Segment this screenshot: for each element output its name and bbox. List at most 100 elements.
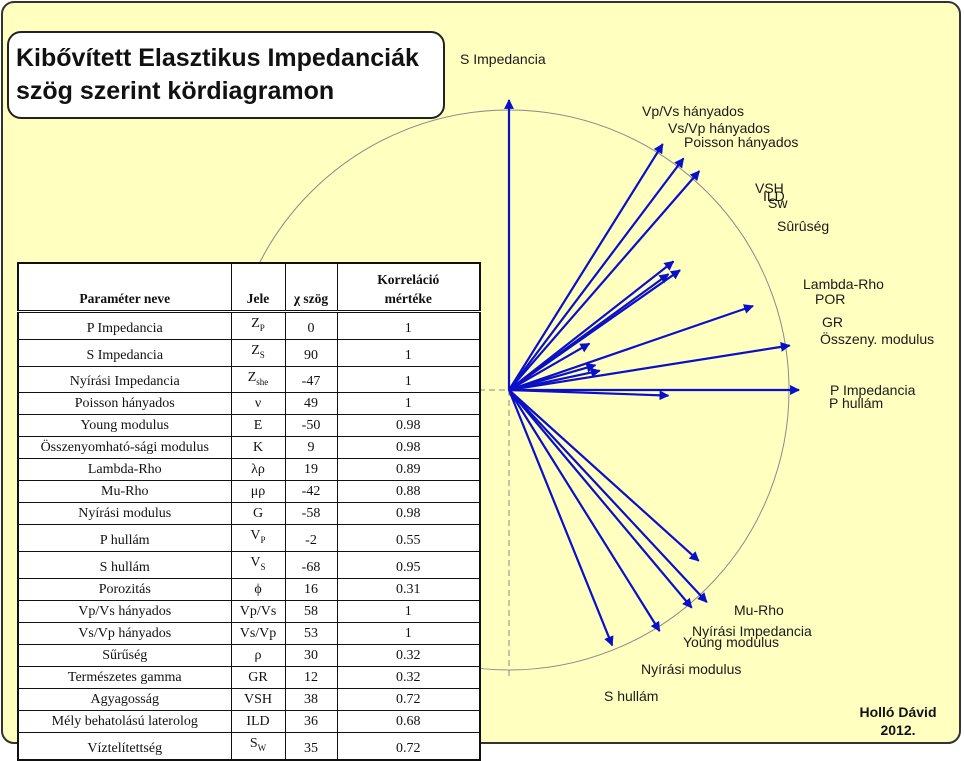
- cell-angle: 0: [284, 311, 338, 340]
- vector-label: Sûrûség: [777, 218, 829, 234]
- title-line-1: Kibővített Elasztikus Impedanciák: [16, 44, 419, 72]
- cell-name: S hullám: [17, 551, 232, 579]
- cell-symbol: λρ: [230, 458, 286, 482]
- vector-arrow: [508, 260, 675, 391]
- table-row: Vs/Vp hányados Vs/Vp 53 1: [17, 621, 481, 645]
- cell-angle: 49: [284, 392, 338, 416]
- vector-label: Sw: [768, 195, 788, 211]
- header-correlation: Korreláció mértéke: [336, 262, 481, 312]
- cell-symbol: ρ: [230, 643, 286, 667]
- table-row: Agyagosság VSH 38 0.72: [17, 687, 481, 711]
- cell-symbol: Vs/Vp: [230, 621, 286, 645]
- cell-correlation: 0.32: [336, 643, 481, 667]
- cell-correlation: 1: [336, 392, 481, 416]
- vector-labels: P Impedancia S Impedancia Nyírási Impedanc…: [460, 51, 934, 704]
- cell-symbol: SW: [230, 731, 286, 761]
- cell-name: Porozitás: [17, 577, 232, 601]
- cell-symbol: K: [230, 436, 286, 460]
- header-angle: χ szög: [284, 262, 338, 312]
- cell-name: Lambda-Rho: [17, 458, 232, 482]
- cell-correlation: 0.98: [336, 436, 481, 460]
- cell-correlation: 0.88: [336, 480, 481, 504]
- cell-angle: 90: [284, 338, 338, 367]
- cell-symbol: E: [230, 414, 286, 438]
- table-row: Nyírási modulus G -58 0.98: [17, 502, 481, 526]
- cell-name: S Impedancia: [17, 338, 232, 367]
- cell-name: Vs/Vp hányados: [17, 621, 232, 645]
- cell-name: Mély behatolású laterolog: [17, 709, 232, 733]
- cell-angle: -68: [284, 551, 338, 579]
- vector-label: VSH: [755, 180, 784, 196]
- vector-arrows: [504, 99, 800, 647]
- header-symbol: Jele: [230, 262, 286, 312]
- cell-name: P hullám: [17, 524, 232, 553]
- cell-symbol: G: [230, 502, 286, 526]
- title-line-2: szög szerint kördiagramon: [16, 77, 335, 105]
- vector-label: Vs/Vp hányados: [668, 120, 770, 136]
- cell-correlation: 0.55: [336, 524, 481, 553]
- vector-label: Young modulus: [683, 634, 779, 650]
- cell-symbol: Zshe: [230, 365, 286, 394]
- vector-arrow: [508, 304, 754, 392]
- author-credit: Holló Dávid 2012.: [840, 703, 956, 739]
- cell-correlation: 0.68: [336, 709, 481, 733]
- vector-label: Poisson hányados: [684, 134, 798, 150]
- table-row: Lambda-Rho λρ 19 0.89: [17, 458, 481, 482]
- vector-arrow: [508, 367, 601, 392]
- cell-symbol: GR: [230, 665, 286, 689]
- cell-angle: 35: [284, 731, 338, 761]
- cell-correlation: 0.98: [336, 414, 481, 438]
- cell-name: Young modulus: [17, 414, 232, 438]
- cell-angle: 53: [284, 621, 338, 645]
- table-row: P Impedancia ZP 0 1: [17, 311, 481, 340]
- cell-correlation: 0.72: [336, 687, 481, 711]
- cell-correlation: 1: [336, 365, 481, 394]
- table-row: Mu-Rho μρ -42 0.88: [17, 480, 481, 504]
- vector-label: Nyírási Impedancia: [692, 623, 812, 639]
- table-row: S Impedancia ZS 90 1: [17, 338, 481, 367]
- vector-label: GR: [822, 314, 843, 330]
- cell-symbol: ν: [230, 392, 286, 416]
- cell-correlation: 1: [336, 338, 481, 367]
- cell-angle: -47: [284, 365, 338, 394]
- cell-angle: 12: [284, 665, 338, 689]
- cell-correlation: 0.32: [336, 665, 481, 689]
- cell-name: Poisson hányados: [17, 392, 232, 416]
- cell-angle: -2: [284, 524, 338, 553]
- cell-angle: 16: [284, 577, 338, 601]
- header-corr-line1: Korreláció: [377, 272, 440, 287]
- vector-arrow: [508, 389, 700, 562]
- vector-arrow: [508, 389, 693, 609]
- vector-label: Lambda-Rho: [803, 276, 884, 292]
- cell-angle: -42: [284, 480, 338, 504]
- table-row: P hullám VP -2 0.55: [17, 524, 481, 553]
- cell-angle: -58: [284, 502, 338, 526]
- title-box: Kibővített Elasztikus Impedanciák szög s…: [7, 31, 445, 119]
- table-row: Nyírási Impedancia Zshe -47 1: [17, 365, 481, 394]
- cell-symbol: VS: [230, 551, 286, 579]
- cell-correlation: 0.72: [336, 731, 481, 761]
- table-row: Mély behatolású laterolog ILD 36 0.68: [17, 709, 481, 733]
- vector-arrow: [508, 269, 681, 391]
- table-row: S hullám VS -68 0.95: [17, 551, 481, 579]
- cell-symbol: ZS: [230, 338, 286, 367]
- cell-symbol: ILD: [230, 709, 286, 733]
- cell-symbol: Vp/Vs: [230, 599, 286, 623]
- vector-arrow: [508, 389, 708, 603]
- cell-correlation: 0.89: [336, 458, 481, 482]
- cell-name: Nyírási modulus: [17, 502, 232, 526]
- vector-arrow: [508, 342, 591, 391]
- vector-label: Nyírási modulus: [641, 661, 741, 677]
- vector-arrow: [508, 342, 791, 392]
- cell-name: Összenyomható-sági modulus: [17, 436, 232, 460]
- cell-correlation: 1: [336, 621, 481, 645]
- author-year: 2012.: [880, 722, 916, 738]
- vector-label: S hullám: [604, 688, 658, 704]
- cell-correlation: 0.98: [336, 502, 481, 526]
- vector-label: Mu-Rho: [734, 602, 784, 618]
- vector-arrow: [508, 389, 661, 632]
- header-name: Paraméter neve: [17, 262, 232, 312]
- cell-symbol: VP: [230, 524, 286, 553]
- cell-angle: 9: [284, 436, 338, 460]
- vector-label: POR: [815, 291, 845, 307]
